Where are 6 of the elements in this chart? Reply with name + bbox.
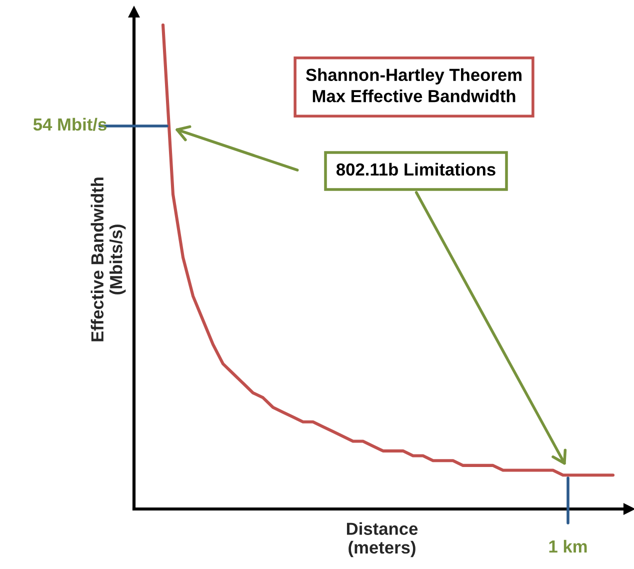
annotation: 802.11b Limitations [336, 162, 496, 176]
annotation: Shannon-Hartley Theorem Max Effective Bandwidth [306, 68, 522, 102]
x-axis-title: Distance (meters) [346, 522, 418, 558]
y-axis-title: Effective Bandwidth (Mbits/s) [90, 178, 126, 342]
text: 54 Mbit/s [33, 118, 106, 131]
text: 1 km [549, 540, 587, 552]
